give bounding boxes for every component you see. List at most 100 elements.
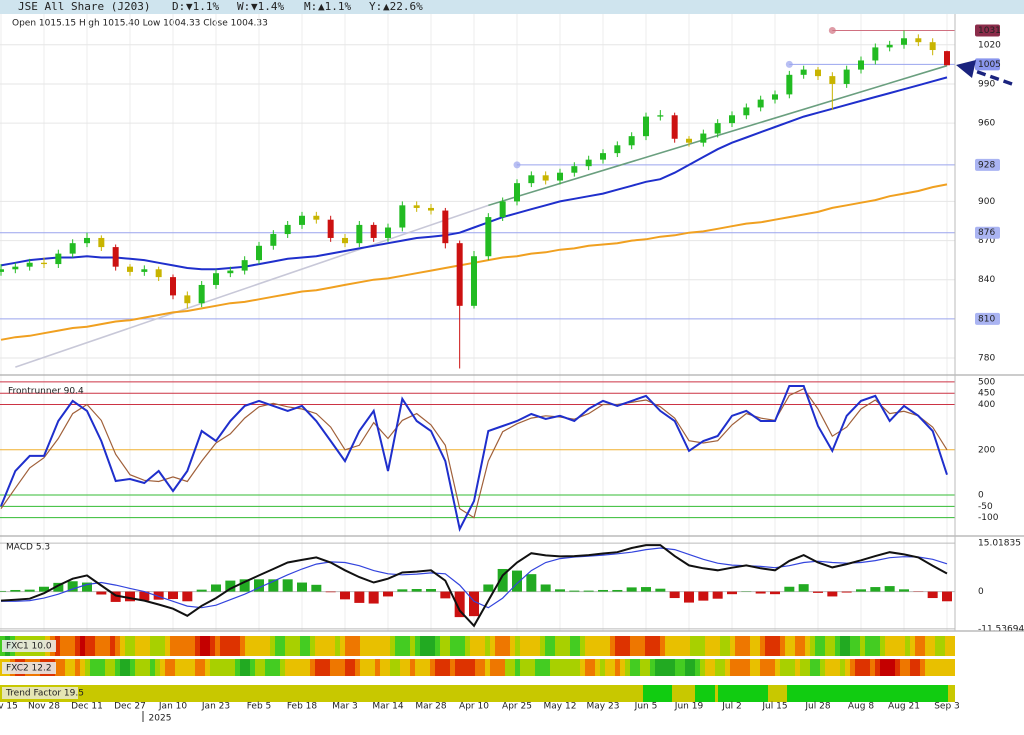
histogram-bar [82, 582, 92, 592]
heat-cell [850, 636, 855, 656]
heat-cell [520, 659, 525, 676]
heat-cell [535, 636, 540, 656]
x-tick-label: Jun 5 [634, 702, 658, 712]
heat-cell [205, 659, 210, 676]
heat-cell [195, 659, 200, 676]
heat-cell [420, 659, 425, 676]
heat-cell [765, 659, 770, 676]
heat-cell [355, 659, 360, 676]
heat-cell [110, 636, 115, 656]
heat-cell [430, 659, 435, 676]
heat-cell [80, 659, 85, 676]
heat-cell [935, 636, 940, 656]
heat-cell [825, 659, 830, 676]
histogram-bar [368, 591, 379, 604]
heat-cell [180, 659, 185, 676]
heat-cell [215, 636, 220, 656]
heat-cell [540, 636, 545, 656]
heat-cell [725, 636, 730, 656]
candle-body [714, 123, 721, 134]
heat-cell [630, 659, 635, 676]
heat-cell [330, 636, 335, 656]
heat-cell [195, 636, 200, 656]
heat-cell [620, 659, 625, 676]
heat-cell [560, 659, 565, 676]
histogram-bar [354, 591, 365, 603]
m-label: M: [304, 0, 317, 13]
candle-body [141, 269, 148, 272]
heat-cell [715, 636, 720, 656]
heat-strips [0, 636, 955, 702]
heat-cell [580, 636, 585, 656]
heat-cell [490, 659, 495, 676]
heat-cell [230, 636, 235, 656]
heat-cell [495, 659, 500, 676]
heat-cell [855, 659, 860, 676]
candle-body [385, 227, 391, 238]
heat-cell [905, 659, 910, 676]
heat-cell [290, 659, 295, 676]
candle-body [327, 219, 334, 238]
heat-cell [85, 636, 90, 656]
heat-cell [730, 659, 735, 676]
x-tick-label: Dec 11 [71, 702, 103, 712]
heat-cell [65, 659, 70, 676]
histogram-bar [397, 589, 408, 592]
histogram-bar [583, 590, 594, 592]
heat-cell [855, 636, 860, 656]
candle-body [198, 284, 205, 304]
heat-cell [755, 659, 760, 676]
heat-cell [595, 659, 600, 676]
heat-cell [520, 636, 525, 656]
heat-cell [460, 636, 465, 656]
candle-body [428, 207, 434, 211]
histogram-bar [698, 591, 709, 601]
heat-cell [120, 659, 125, 676]
heat-cell [350, 659, 355, 676]
heat-cell [380, 636, 385, 656]
heat-cell [815, 659, 820, 676]
heat-cell [515, 659, 520, 676]
heat-cell [575, 659, 580, 676]
candle-body [657, 115, 664, 117]
candle-body [356, 224, 363, 244]
histogram-bar [0, 590, 6, 592]
heat-cell [635, 659, 640, 676]
m-change: ▲1.1% [318, 0, 351, 13]
x-tick-label: Apr 10 [459, 702, 489, 712]
heat-cell [915, 636, 920, 656]
heat-cell [605, 636, 610, 656]
y-tick-label: 0 [978, 587, 984, 597]
heat-cell [60, 636, 65, 656]
candle-body [127, 266, 133, 272]
heat-cell [380, 659, 385, 676]
heat-cell [395, 659, 400, 676]
level-label-bg [975, 312, 1000, 325]
candle-body [413, 205, 420, 208]
heat-cell [410, 659, 415, 676]
heat-cell [615, 636, 620, 656]
histogram-bar [827, 591, 838, 597]
candle-body [886, 44, 893, 48]
candle-body [299, 215, 305, 225]
heat-cell [725, 659, 730, 676]
candle-body [227, 270, 234, 274]
heat-cell [675, 636, 680, 656]
heat-cell [160, 636, 165, 656]
trend-segment [695, 685, 715, 702]
heat-cell [535, 659, 540, 676]
heat-cell [945, 636, 950, 656]
heat-cell [625, 636, 630, 656]
y-tick-label: 1020 [978, 40, 1001, 50]
heat-cell [480, 636, 485, 656]
y-tick-label: -11.53694 [978, 624, 1024, 634]
heat-cell [110, 659, 115, 676]
histogram-bar [497, 568, 508, 592]
heat-cell [695, 659, 700, 676]
heat-cell [360, 659, 365, 676]
heat-cell [190, 659, 195, 676]
heat-cell [820, 659, 825, 676]
heat-cell [90, 636, 95, 656]
candle-body [456, 243, 463, 306]
heat-cell [345, 659, 350, 676]
